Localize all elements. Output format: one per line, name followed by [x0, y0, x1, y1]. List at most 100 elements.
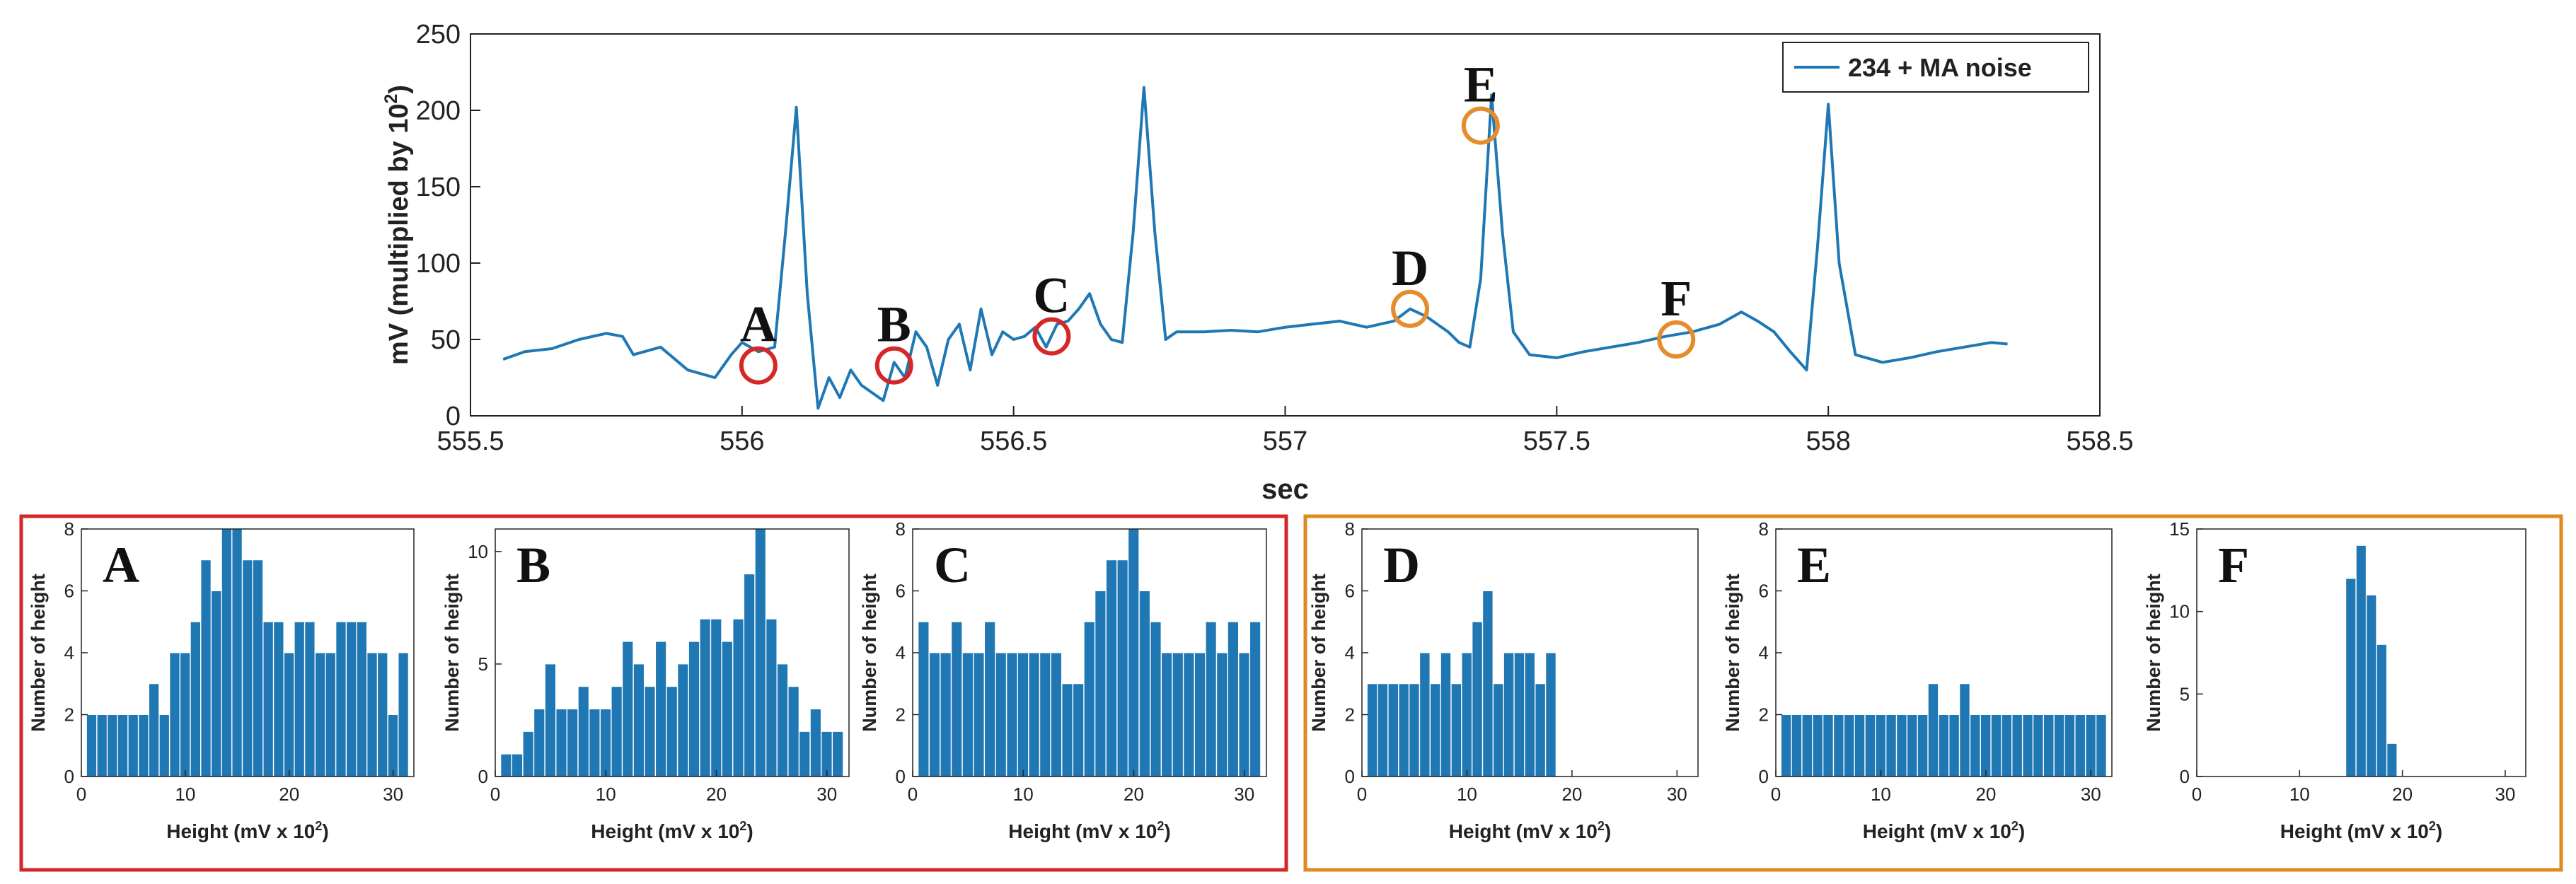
- hist-a-ylabel: Number of height: [28, 574, 49, 732]
- hist-c-bar: [1061, 683, 1073, 777]
- hist-b-xtick-label: 10: [596, 784, 616, 805]
- hist-c-bar: [928, 652, 941, 777]
- hist-e-bar: [1907, 714, 1918, 777]
- hist-e-bar: [1980, 714, 1992, 777]
- hist-e-bar: [2064, 714, 2076, 777]
- hist-b-bar: [710, 618, 722, 777]
- group-frame-red: [19, 514, 1288, 872]
- hist-a-bar: [107, 714, 118, 777]
- hist-c-bar: [1116, 559, 1128, 777]
- hist-d-bar: [1387, 683, 1399, 777]
- histogram-c: 0 10 20 30 0 2 4 6 8 Height (mV x 102) Number of h…: [859, 518, 1267, 842]
- hist-e-bar: [1812, 714, 1823, 777]
- hist-f-frame: [2196, 528, 2526, 777]
- hist-c-ytick-label: 8: [896, 518, 906, 540]
- hist-c-xlabel: Height (mV x 102): [1008, 819, 1170, 842]
- hist-e-bar: [1948, 714, 1960, 777]
- hist-e-bar: [2011, 714, 2023, 777]
- hist-c-bar: [984, 621, 996, 777]
- hist-d-bar: [1398, 683, 1409, 777]
- hist-e-xlabel: Height (mV x 102): [1863, 819, 2025, 842]
- hist-a-bar: [366, 652, 378, 777]
- hist-e-bar: [2033, 714, 2044, 777]
- hist-a-xtick-label: 10: [175, 784, 195, 805]
- hist-c-bar: [961, 652, 974, 777]
- hist-c-bar: [995, 652, 1007, 777]
- hist-b-bar: [533, 709, 545, 777]
- annotation-label-f: F: [1660, 270, 1692, 327]
- main-ytick-label: 50: [431, 325, 461, 355]
- histogram-f: 0 10 20 30 0 5 10 15 Height (mV x 102) Number of …: [2143, 518, 2526, 842]
- hist-d-xtick-label: 10: [1457, 784, 1477, 805]
- hist-c-bar: [1017, 652, 1029, 777]
- hist-e-bar: [1927, 683, 1939, 777]
- hist-d-bar: [1419, 652, 1431, 777]
- hist-a-ytick-label: 4: [64, 642, 74, 663]
- main-xtick-label: 555.5: [437, 426, 504, 456]
- hist-c-panel-label: C: [934, 537, 971, 593]
- main-ytick-label: 0: [446, 402, 461, 431]
- hist-b-bar: [832, 731, 844, 777]
- main-xlabel: sec: [1261, 474, 1309, 505]
- main-chart: 555.5 556 556.5 557 557.5 558 558.5 0 50 100 150 20…: [381, 20, 2134, 505]
- hist-b-ytick-label: 0: [478, 766, 488, 787]
- hist-e-ytick-label: 8: [1759, 518, 1769, 540]
- main-ytick-label: 150: [416, 173, 461, 202]
- hist-b-ytick-label: 5: [478, 653, 488, 675]
- histogram-e: 0 10 20 30 0 2 4 6 8 Height (mV x 102) Number of h…: [1722, 518, 2113, 842]
- hist-e-panel-label: E: [1797, 537, 1831, 593]
- hist-b-bar: [754, 528, 766, 777]
- hist-a-bar: [252, 559, 264, 777]
- hist-f-ytick-label: 10: [2169, 601, 2190, 622]
- hist-e-xtick-label: 30: [2081, 784, 2101, 805]
- hist-a-bar: [304, 621, 316, 777]
- main-ytick-label: 100: [416, 249, 461, 279]
- hist-b-bar: [577, 686, 589, 777]
- hist-b-xlabel: Height (mV x 102): [591, 819, 753, 842]
- hist-c-bar: [973, 652, 985, 777]
- hist-b-bar: [589, 709, 601, 777]
- annotation-marker-e: [1461, 106, 1500, 145]
- annotation-label-a: A: [740, 296, 777, 353]
- hist-a-ytick-label: 6: [64, 581, 74, 602]
- hist-b-bar: [821, 731, 833, 777]
- hist-b-xtick-label: 0: [490, 784, 500, 805]
- series-line-234-ma-noise: [502, 86, 2008, 410]
- hist-d-ytick-label: 4: [1345, 642, 1355, 663]
- hist-b-bar: [511, 753, 524, 777]
- hist-b-bar: [622, 641, 634, 777]
- hist-a-bar: [398, 652, 409, 777]
- hist-a-bar: [231, 528, 243, 777]
- annotation-marker-a: [739, 346, 778, 385]
- hist-a-xtick-label: 0: [76, 784, 86, 805]
- hist-c-xtick-label: 0: [908, 784, 918, 805]
- hist-c-bar: [1050, 652, 1062, 777]
- hist-b-xtick-label: 20: [706, 784, 727, 805]
- hist-d-xtick-label: 0: [1357, 784, 1367, 805]
- hist-f-xtick-label: 0: [2192, 784, 2202, 805]
- hist-b-bar: [644, 686, 656, 777]
- hist-e-xtick-label: 10: [1871, 784, 1891, 805]
- hist-c-ytick-label: 6: [896, 581, 906, 602]
- main-xtick-label: 556: [720, 426, 764, 456]
- annotation-label-c: C: [1033, 267, 1070, 324]
- hist-b-bar: [721, 641, 733, 777]
- hist-a-bar: [387, 714, 399, 777]
- hist-d-bar: [1524, 652, 1535, 777]
- hist-a-xlabel: Height (mV x 102): [166, 819, 328, 842]
- hist-e-bar: [1833, 714, 1844, 777]
- hist-b-bar: [787, 686, 799, 777]
- hist-c-xtick-label: 10: [1013, 784, 1034, 805]
- hist-f-bar: [2376, 644, 2387, 777]
- hist-e-ylabel: Number of height: [1722, 574, 1743, 732]
- hist-d-ytick-label: 2: [1345, 704, 1355, 726]
- hist-f-ytick-label: 15: [2169, 518, 2190, 540]
- hist-d-xlabel: Height (mV x 102): [1449, 819, 1611, 842]
- hist-c-bar: [1039, 652, 1051, 777]
- hist-f-xtick-label: 10: [2289, 784, 2310, 805]
- annotation-marker-c: [1032, 317, 1071, 356]
- hist-f-ylabel: Number of height: [2143, 574, 2164, 732]
- hist-a-ytick-label: 8: [64, 518, 74, 540]
- hist-e-ytick-label: 4: [1759, 642, 1769, 663]
